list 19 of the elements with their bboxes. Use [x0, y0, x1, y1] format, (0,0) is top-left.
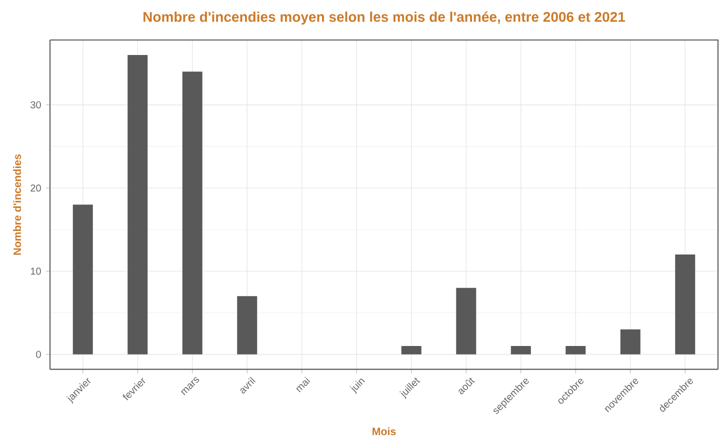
y-tick-label: 20: [30, 184, 41, 192]
chart-title: Nombre d'incendies moyen selon les mois de l'année, entre 2006 et 2021: [144, 12, 626, 25]
bar: [456, 288, 476, 355]
bar: [182, 72, 202, 355]
y-tick-label: 0: [36, 350, 41, 358]
y-tick-label: 10: [30, 268, 41, 275]
bar: [510, 346, 531, 355]
y-axis-title: Nombre d'incendies: [13, 154, 22, 255]
bar: [128, 55, 148, 355]
x-tick-label: mai: [296, 376, 310, 392]
bar: [620, 330, 640, 355]
x-tick-label: juin: [350, 378, 366, 394]
bar: [72, 204, 93, 355]
bar: [237, 296, 258, 355]
bar: [675, 254, 696, 355]
bar: [401, 346, 422, 355]
x-axis-title: Mois: [372, 428, 396, 436]
y-tick-label: 30: [30, 101, 41, 109]
bar: [566, 346, 586, 355]
